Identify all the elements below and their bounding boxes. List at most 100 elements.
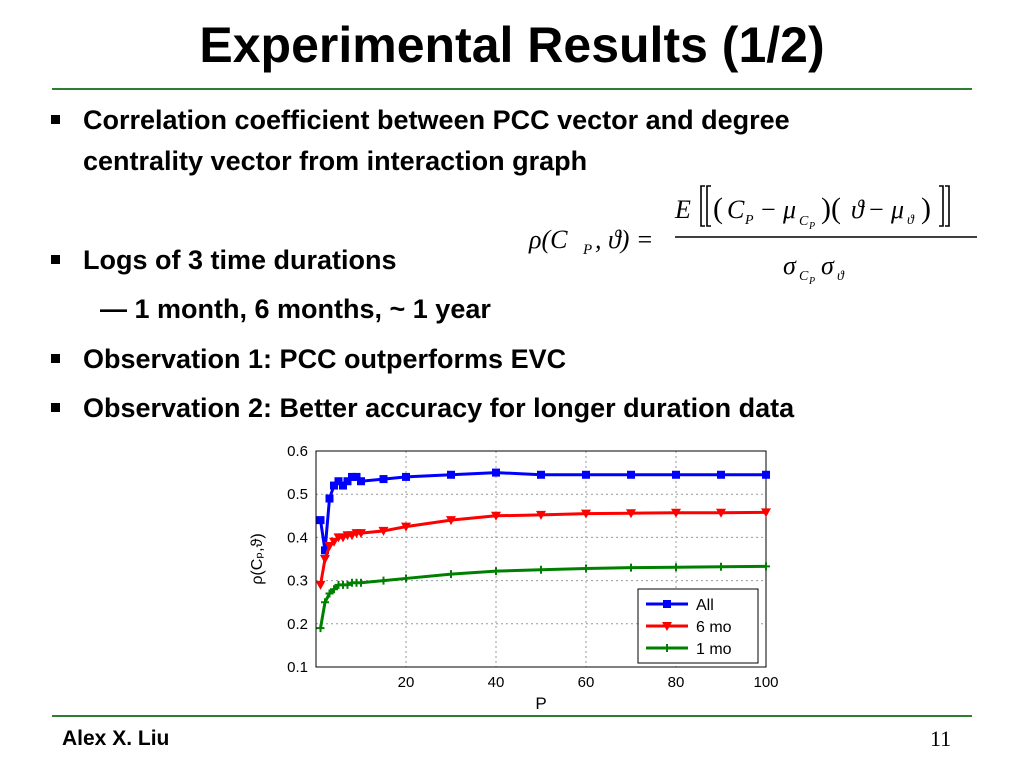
data-point <box>762 562 770 571</box>
data-point <box>320 555 330 564</box>
data-point <box>357 477 365 486</box>
correlation-formula: ρ(C P , ϑ) = E ( C P − μ C P )( ϑ − μ ϑ … <box>528 185 977 287</box>
data-point <box>330 585 338 594</box>
data-point <box>491 511 501 521</box>
bullet-marker-icon <box>51 115 60 124</box>
data-point <box>352 472 361 481</box>
svg-text:P: P <box>744 213 754 228</box>
x-tick-label: 80 <box>668 674 685 691</box>
data-point <box>492 567 500 576</box>
svg-text:C: C <box>799 269 809 284</box>
data-point <box>761 508 771 518</box>
series-all <box>316 468 770 555</box>
bullet-marker-icon <box>51 255 60 264</box>
data-point <box>339 481 347 490</box>
svg-text:ρ(C: ρ(C <box>528 225 568 254</box>
data-point <box>321 598 329 607</box>
data-point <box>627 470 635 479</box>
svg-text:P: P <box>808 276 815 287</box>
x-axis-label: P <box>535 694 546 713</box>
data-point <box>316 624 325 633</box>
data-point <box>717 470 725 479</box>
data-point <box>626 509 636 519</box>
svg-text:)(: )( <box>821 192 841 225</box>
series-1-mo <box>316 562 770 633</box>
data-point <box>401 522 411 532</box>
x-tick-label: 40 <box>488 674 505 691</box>
data-point <box>672 563 680 572</box>
data-point <box>671 508 681 518</box>
data-point <box>662 622 672 631</box>
data-point <box>447 470 455 479</box>
data-point <box>582 470 590 479</box>
plot-frame <box>315 450 767 668</box>
data-point <box>356 529 366 539</box>
data-point <box>716 508 726 518</box>
data-point <box>672 470 680 479</box>
data-point <box>379 576 388 585</box>
legend-label: 6 mo <box>696 619 732 636</box>
svg-text:ϑ: ϑ <box>837 269 845 284</box>
data-point <box>581 509 591 519</box>
data-point <box>537 470 545 479</box>
svg-text:ϑ: ϑ <box>851 195 865 224</box>
svg-text:−: − <box>869 195 884 224</box>
bullet-marker-icon <box>51 403 60 412</box>
legend-label: 1 mo <box>696 641 732 658</box>
x-tick-label: 100 <box>753 674 778 691</box>
data-point <box>762 470 770 479</box>
svg-text:C: C <box>727 195 745 224</box>
slide-title: Experimental Results (1/2) <box>199 17 825 73</box>
x-tick-label: 60 <box>578 674 595 691</box>
svg-text:E: E <box>674 195 691 224</box>
bullet-text: Observation 2: Better accuracy for longe… <box>83 393 795 423</box>
data-point <box>325 494 334 503</box>
bullet-text: centrality vector from interaction graph <box>83 146 588 176</box>
data-point <box>447 570 455 579</box>
y-tick-label: 0.3 <box>287 573 308 590</box>
bullet-marker-icon <box>51 354 60 363</box>
data-point <box>348 472 356 481</box>
footer-divider <box>52 715 972 717</box>
bullet-text: Correlation coefficient between PCC vect… <box>83 105 790 135</box>
footer-author: Alex X. Liu <box>62 727 170 750</box>
svg-text:P: P <box>808 221 815 232</box>
data-point <box>378 526 389 536</box>
svg-text:σ: σ <box>783 251 797 280</box>
y-tick-label: 0.6 <box>287 443 308 460</box>
data-point <box>717 562 725 571</box>
svg-text:μ: μ <box>890 195 904 224</box>
svg-text:ϑ: ϑ <box>907 213 915 228</box>
svg-text:C: C <box>799 214 809 229</box>
data-point <box>343 580 352 589</box>
data-point <box>325 589 334 598</box>
data-point <box>536 510 546 520</box>
y-tick-label: 0.2 <box>287 616 308 633</box>
y-tick-label: 0.5 <box>287 486 308 503</box>
page-number: 11 <box>930 726 952 751</box>
data-point <box>334 477 343 486</box>
x-tick-label: 20 <box>398 674 415 691</box>
data-point <box>329 537 339 547</box>
chart-legend: All 6 mo 1 mo <box>637 588 759 664</box>
svg-text:): ) <box>921 192 931 225</box>
data-point <box>357 578 365 587</box>
data-point <box>663 644 671 652</box>
series-line <box>319 510 767 586</box>
data-point <box>379 475 388 484</box>
svg-text:P: P <box>582 242 592 258</box>
data-point <box>627 563 635 572</box>
data-point <box>321 546 329 555</box>
svg-text:(: ( <box>713 192 723 225</box>
series-6-mo <box>315 508 771 590</box>
data-point <box>330 481 338 490</box>
data-point <box>446 516 456 526</box>
svg-text:−: − <box>761 195 776 224</box>
title-divider <box>52 88 972 90</box>
svg-text:μ: μ <box>782 195 796 224</box>
data-point <box>663 600 671 608</box>
data-point <box>315 580 326 590</box>
data-point <box>316 516 325 525</box>
y-axis-label: ρ(Cₚ,ϑ) <box>249 533 266 584</box>
